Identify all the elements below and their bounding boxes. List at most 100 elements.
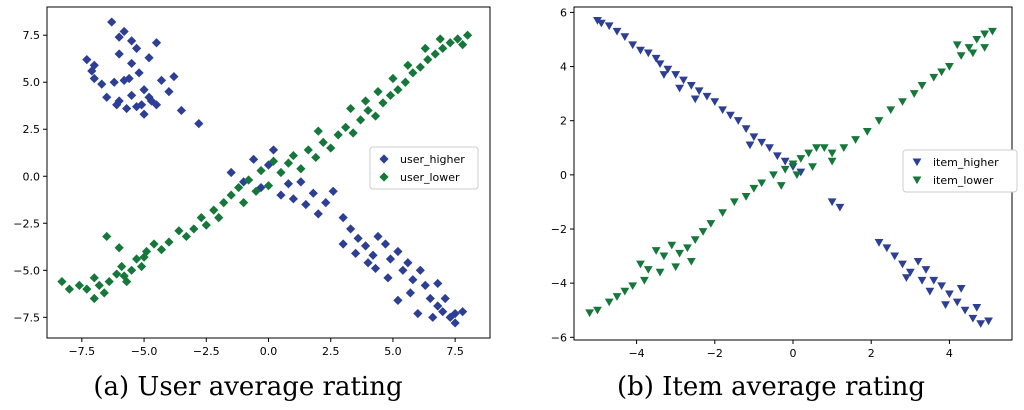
item_lower-point <box>796 155 806 163</box>
item_lower-point <box>690 236 700 245</box>
item_higher-point <box>659 71 669 79</box>
item_lower-point <box>874 117 884 125</box>
item_higher-point <box>890 252 900 261</box>
legend-label: user_lower <box>400 171 460 184</box>
legend-marker <box>912 176 922 185</box>
user_higher-point <box>119 26 129 37</box>
user_higher-point <box>114 49 124 59</box>
item_lower-point <box>604 298 614 307</box>
user_higher-point <box>338 239 348 249</box>
user_lower-point <box>181 231 191 242</box>
x-tick-label: −2 <box>707 347 723 360</box>
item_higher-point <box>690 95 700 104</box>
y-tick-label: −7.5 <box>13 311 40 324</box>
user_lower-point <box>403 60 413 70</box>
item_lower-point <box>741 192 751 201</box>
user_lower-point <box>122 276 132 287</box>
user_higher-point <box>268 145 279 155</box>
item_lower-point <box>804 149 814 158</box>
user_lower-point <box>296 164 306 174</box>
item_lower-point <box>929 73 939 82</box>
item_lower-point <box>886 106 896 115</box>
user_lower-point <box>388 73 398 84</box>
user_lower-point <box>131 254 142 264</box>
user_lower-point <box>303 145 313 155</box>
item_higher-point <box>749 133 759 142</box>
x-tick-label: −4 <box>628 347 644 360</box>
user_higher-point <box>403 258 413 268</box>
user_lower-point <box>243 175 254 185</box>
item_lower-point <box>593 306 602 315</box>
item_higher-point <box>937 282 947 291</box>
plot-points <box>585 17 997 328</box>
user_higher-point <box>102 92 112 102</box>
item_higher-point <box>718 106 728 115</box>
user_lower-point <box>318 137 328 148</box>
user_higher-point <box>438 307 448 317</box>
item_higher-point <box>882 244 892 253</box>
y-axis-ticks: −7.5 −5.0 −2.5 0.0 2.5 5.0 7.5 <box>13 29 47 324</box>
item_lower-point <box>792 171 802 180</box>
legend-label: item_higher <box>933 156 999 169</box>
user_lower-point <box>112 269 122 279</box>
x-tick-label: 0.0 <box>260 345 278 358</box>
item_lower-point <box>643 266 653 274</box>
user_lower-point <box>234 182 244 193</box>
legend-label: user_higher <box>400 153 465 166</box>
user_higher-point <box>283 179 294 189</box>
item_lower-point <box>628 282 638 291</box>
item_lower-point <box>917 81 927 90</box>
user_lower-point <box>239 197 249 208</box>
user_higher-point <box>425 293 435 304</box>
item_lower-point <box>659 252 669 261</box>
user_higher-point <box>107 17 117 27</box>
user_higher-point <box>136 100 147 110</box>
user_lower-point <box>348 128 358 138</box>
user_lower-point <box>256 166 266 176</box>
user_lower-point <box>313 126 323 136</box>
item_lower-point <box>651 247 661 255</box>
item_higher-point <box>780 157 790 166</box>
user_higher-point <box>433 301 443 311</box>
user_lower-point <box>114 243 124 253</box>
user_higher-point <box>428 312 438 322</box>
user_higher-point <box>131 43 142 53</box>
user_higher-point <box>363 258 373 268</box>
item_lower-point <box>686 257 696 266</box>
item_lower-point <box>612 293 622 301</box>
legend: item_higher item_lower <box>902 149 1018 193</box>
item_higher-point <box>757 138 767 147</box>
user_lower-point <box>438 43 448 53</box>
user_lower-point <box>196 213 206 223</box>
user_lower-point <box>156 245 167 255</box>
item_lower-point <box>757 179 767 188</box>
user_higher-point <box>226 167 236 178</box>
user_higher-point <box>156 75 167 85</box>
user_lower-point <box>453 34 463 44</box>
x-tick-label: −7.5 <box>68 345 95 358</box>
user_higher-point <box>256 182 266 193</box>
item_lower-point <box>952 41 962 50</box>
item_higher-point <box>620 33 630 41</box>
item_lower-point <box>972 35 982 44</box>
legend-label: item_lower <box>933 174 994 187</box>
item_higher-point <box>921 266 931 274</box>
user_lower-point <box>102 231 112 242</box>
item_higher-point <box>968 314 978 323</box>
item_lower-point <box>812 144 821 152</box>
item_lower-point <box>898 98 907 106</box>
user_higher-point <box>276 190 286 200</box>
item_higher-point <box>671 71 681 79</box>
item_lower-point <box>776 182 786 190</box>
user_lower-point <box>346 103 356 114</box>
user_lower-point <box>189 224 199 234</box>
user_higher-point <box>89 73 99 84</box>
item_higher-point <box>679 76 688 85</box>
user_higher-point <box>124 73 134 84</box>
user_lower-point <box>119 271 129 281</box>
item_higher-point <box>976 320 986 328</box>
user_lower-point <box>408 68 418 78</box>
item_lower-point <box>675 249 684 258</box>
legend-box <box>369 146 479 190</box>
user_higher-point <box>296 177 306 187</box>
